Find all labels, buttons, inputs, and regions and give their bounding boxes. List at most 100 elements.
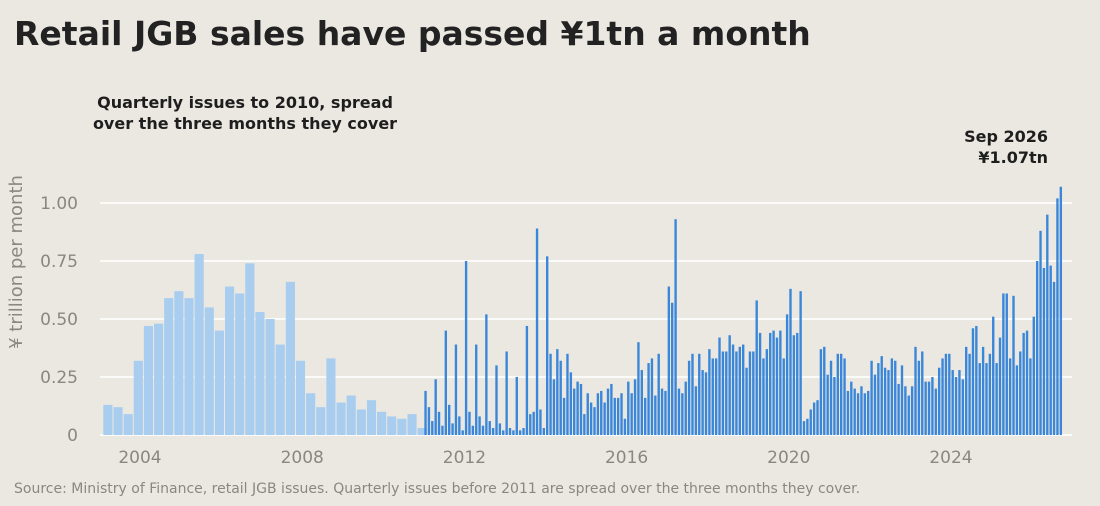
bar bbox=[123, 414, 133, 435]
bar bbox=[890, 358, 894, 435]
bar bbox=[674, 219, 677, 435]
bar bbox=[583, 414, 586, 435]
bar bbox=[995, 363, 998, 435]
bar bbox=[518, 430, 522, 435]
bar bbox=[448, 404, 451, 435]
bar bbox=[708, 349, 711, 435]
bar bbox=[681, 393, 684, 435]
quarterly-annotation: Quarterly issues to 2010, spread over th… bbox=[70, 92, 420, 134]
bar bbox=[633, 379, 637, 435]
bar bbox=[873, 374, 877, 435]
bar bbox=[714, 358, 718, 435]
bar bbox=[366, 400, 377, 435]
bar bbox=[965, 346, 968, 435]
bar bbox=[549, 353, 552, 435]
bar bbox=[627, 381, 630, 435]
bar bbox=[971, 328, 975, 435]
bar bbox=[931, 377, 934, 435]
bar bbox=[850, 381, 853, 435]
bar bbox=[488, 421, 491, 435]
bar bbox=[451, 423, 454, 435]
bar bbox=[691, 353, 694, 435]
bar bbox=[637, 342, 640, 435]
bar bbox=[853, 388, 856, 435]
bar bbox=[833, 377, 836, 435]
bar bbox=[475, 344, 478, 435]
source-note: Source: Ministry of Finance, retail JGB … bbox=[14, 481, 861, 497]
x-tick-label: 2024 bbox=[929, 448, 972, 468]
bar bbox=[904, 386, 907, 435]
bar bbox=[735, 351, 738, 435]
bar bbox=[806, 418, 809, 435]
bar bbox=[515, 377, 518, 435]
bar bbox=[924, 381, 927, 435]
bar bbox=[944, 353, 948, 435]
bar bbox=[606, 388, 610, 435]
bar bbox=[752, 351, 755, 435]
bar bbox=[860, 386, 863, 435]
bar bbox=[184, 298, 194, 435]
bar bbox=[525, 325, 529, 435]
bar bbox=[417, 428, 427, 435]
bar bbox=[491, 428, 495, 435]
bar bbox=[471, 425, 475, 435]
bar bbox=[789, 288, 792, 435]
bar bbox=[809, 409, 812, 435]
bar bbox=[677, 388, 681, 435]
bar bbox=[812, 402, 816, 435]
y-axis-ticks: 0 0.25 0.50 0.75 1.00 bbox=[40, 194, 78, 446]
bar bbox=[326, 358, 336, 435]
bar bbox=[772, 330, 775, 435]
bar bbox=[512, 430, 515, 435]
bar bbox=[934, 388, 937, 435]
bar bbox=[927, 381, 931, 435]
bar bbox=[701, 370, 704, 435]
x-tick-label: 2016 bbox=[605, 448, 648, 468]
bar bbox=[921, 351, 924, 435]
bar bbox=[1046, 214, 1049, 435]
bar bbox=[657, 353, 660, 435]
y-tick-label: 0.25 bbox=[40, 368, 78, 388]
bar bbox=[748, 351, 752, 435]
x-tick-label: 2008 bbox=[281, 448, 324, 468]
bar bbox=[154, 323, 164, 435]
bar bbox=[1059, 186, 1063, 435]
bar bbox=[535, 228, 539, 435]
quarterly-annotation-line-2: over the three months they cover bbox=[92, 114, 398, 133]
bar bbox=[566, 353, 569, 435]
y-tick-label: 0 bbox=[67, 426, 78, 446]
bar bbox=[1008, 358, 1012, 435]
bar bbox=[441, 425, 444, 435]
bar bbox=[755, 300, 758, 435]
bar bbox=[907, 395, 910, 435]
bar bbox=[444, 330, 448, 435]
bar bbox=[694, 386, 698, 435]
bar bbox=[937, 367, 941, 435]
bar bbox=[255, 312, 265, 435]
bar bbox=[464, 261, 468, 435]
bar bbox=[819, 349, 823, 435]
bar bbox=[616, 397, 620, 435]
bar bbox=[975, 325, 978, 435]
bar bbox=[829, 360, 833, 435]
bar bbox=[914, 346, 917, 435]
bar bbox=[745, 367, 748, 435]
bar bbox=[647, 363, 650, 435]
bar bbox=[1019, 351, 1022, 435]
bar bbox=[687, 360, 691, 435]
bar bbox=[397, 418, 407, 435]
bar bbox=[579, 383, 583, 435]
bar bbox=[698, 353, 701, 435]
bar bbox=[539, 409, 542, 435]
bar bbox=[356, 409, 366, 435]
latest-annotation: Sep 2026 ¥1.07tn bbox=[848, 126, 1048, 168]
bar bbox=[843, 358, 846, 435]
bar bbox=[836, 353, 839, 435]
bar bbox=[799, 291, 802, 435]
bar bbox=[505, 351, 508, 435]
bar bbox=[1035, 261, 1039, 435]
bar bbox=[883, 367, 887, 435]
bar bbox=[985, 363, 988, 435]
chart-title: Retail JGB sales have passed ¥1tn a mont… bbox=[14, 14, 811, 53]
x-tick-label: 2012 bbox=[443, 448, 486, 468]
